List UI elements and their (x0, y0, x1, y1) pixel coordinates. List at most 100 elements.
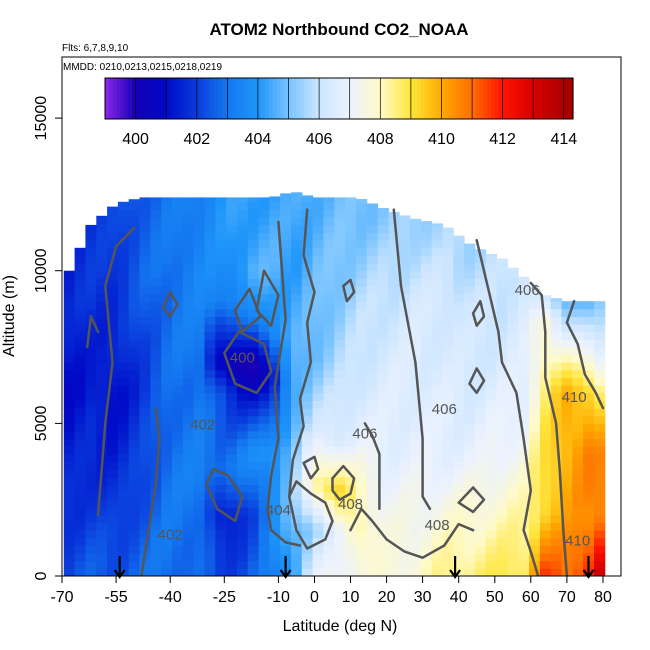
heat-cell (485, 461, 498, 470)
colorbar-segment (155, 78, 161, 119)
heat-cell (529, 514, 541, 523)
heat-cell (139, 339, 151, 348)
heat-cell (128, 339, 140, 348)
heat-cell (561, 446, 573, 455)
colorbar-segment (362, 78, 367, 119)
heat-cell (269, 484, 281, 493)
heat-cell (323, 324, 335, 333)
heat-cell (85, 347, 97, 356)
heat-cell (117, 499, 130, 508)
heat-cell (150, 553, 162, 562)
heat-cell (247, 431, 259, 440)
heat-cell (117, 392, 130, 401)
heat-cell (74, 446, 86, 455)
heat-cell (96, 568, 108, 576)
heat-cell (399, 369, 411, 378)
colorbar-segment (175, 78, 180, 119)
heat-cell (301, 232, 314, 241)
heat-cell (161, 247, 173, 256)
heat-cell (399, 316, 411, 325)
heat-cell (107, 476, 119, 485)
heat-cell (215, 354, 227, 363)
heat-cell (280, 347, 292, 356)
colorbar-segment (144, 78, 149, 119)
heat-cell (236, 446, 249, 455)
heat-cell (399, 215, 411, 218)
heat-cell (215, 255, 227, 264)
heat-cell (561, 545, 573, 554)
heat-cell (431, 400, 443, 409)
heat-cell (377, 545, 389, 554)
heat-cell (74, 286, 86, 295)
heat-cell (388, 423, 400, 432)
heat-cell (301, 423, 314, 432)
colorbar-tick-label: 402 (183, 131, 210, 148)
heat-cell (485, 362, 498, 371)
heat-cell (474, 423, 487, 432)
heat-cell (172, 263, 184, 272)
heat-cell (442, 255, 454, 264)
heat-cell (366, 553, 378, 562)
heat-cell (215, 545, 227, 554)
heat-cell (258, 347, 270, 356)
heat-cell (496, 545, 508, 554)
heat-cell (594, 369, 606, 378)
heat-cell (139, 537, 151, 546)
heat-cell (583, 476, 595, 485)
heat-cell (139, 446, 151, 455)
heat-cell (507, 484, 519, 493)
heat-cell (204, 339, 216, 348)
heat-cell (139, 484, 151, 493)
heat-cell (193, 438, 205, 447)
heat-cell (334, 453, 346, 462)
heat-cell (236, 385, 249, 394)
heat-cell (496, 301, 508, 310)
heat-cell (420, 232, 433, 241)
heat-cell (594, 415, 606, 424)
heat-cell (204, 316, 216, 325)
heat-cell (529, 568, 541, 576)
heat-cell (85, 324, 97, 333)
heat-cell (431, 377, 443, 386)
heat-cell (355, 431, 368, 440)
heat-cell (280, 431, 292, 440)
heat-cell (258, 423, 270, 432)
heat-cell (236, 522, 249, 531)
heat-cell (139, 209, 151, 218)
heat-cell (236, 362, 249, 371)
heat-cell (128, 461, 140, 470)
heat-cell (485, 278, 498, 287)
heat-cell (74, 568, 86, 576)
heat-cell (323, 339, 335, 348)
heat-cell (388, 339, 400, 348)
heat-cell (550, 324, 562, 333)
heat-cell (345, 431, 357, 440)
heat-cell (63, 545, 76, 554)
colorbar-segment (296, 78, 301, 119)
heat-cell (410, 218, 422, 226)
heat-cell (539, 492, 552, 501)
heat-cell (355, 446, 368, 455)
heat-cell (377, 446, 389, 455)
heat-cell (247, 400, 259, 409)
heat-cell (258, 461, 270, 470)
heat-cell (464, 560, 476, 569)
heat-cell (117, 255, 130, 264)
heat-cell (355, 347, 368, 356)
heat-cell (399, 461, 411, 470)
heat-cell (96, 215, 108, 218)
heat-cell (161, 377, 173, 386)
heat-cell (334, 339, 346, 348)
heat-cell (345, 202, 357, 211)
heat-cell (63, 537, 76, 546)
heat-cell (291, 514, 303, 523)
heat-cell (301, 247, 314, 256)
colorbar-segment (424, 78, 430, 119)
x-tick-label: 20 (378, 589, 396, 606)
heat-cell (485, 308, 498, 317)
heat-cell (215, 278, 227, 287)
heat-cell (301, 400, 314, 409)
heat-cell (583, 461, 595, 470)
heat-cell (215, 377, 227, 386)
heat-cell (464, 453, 476, 462)
